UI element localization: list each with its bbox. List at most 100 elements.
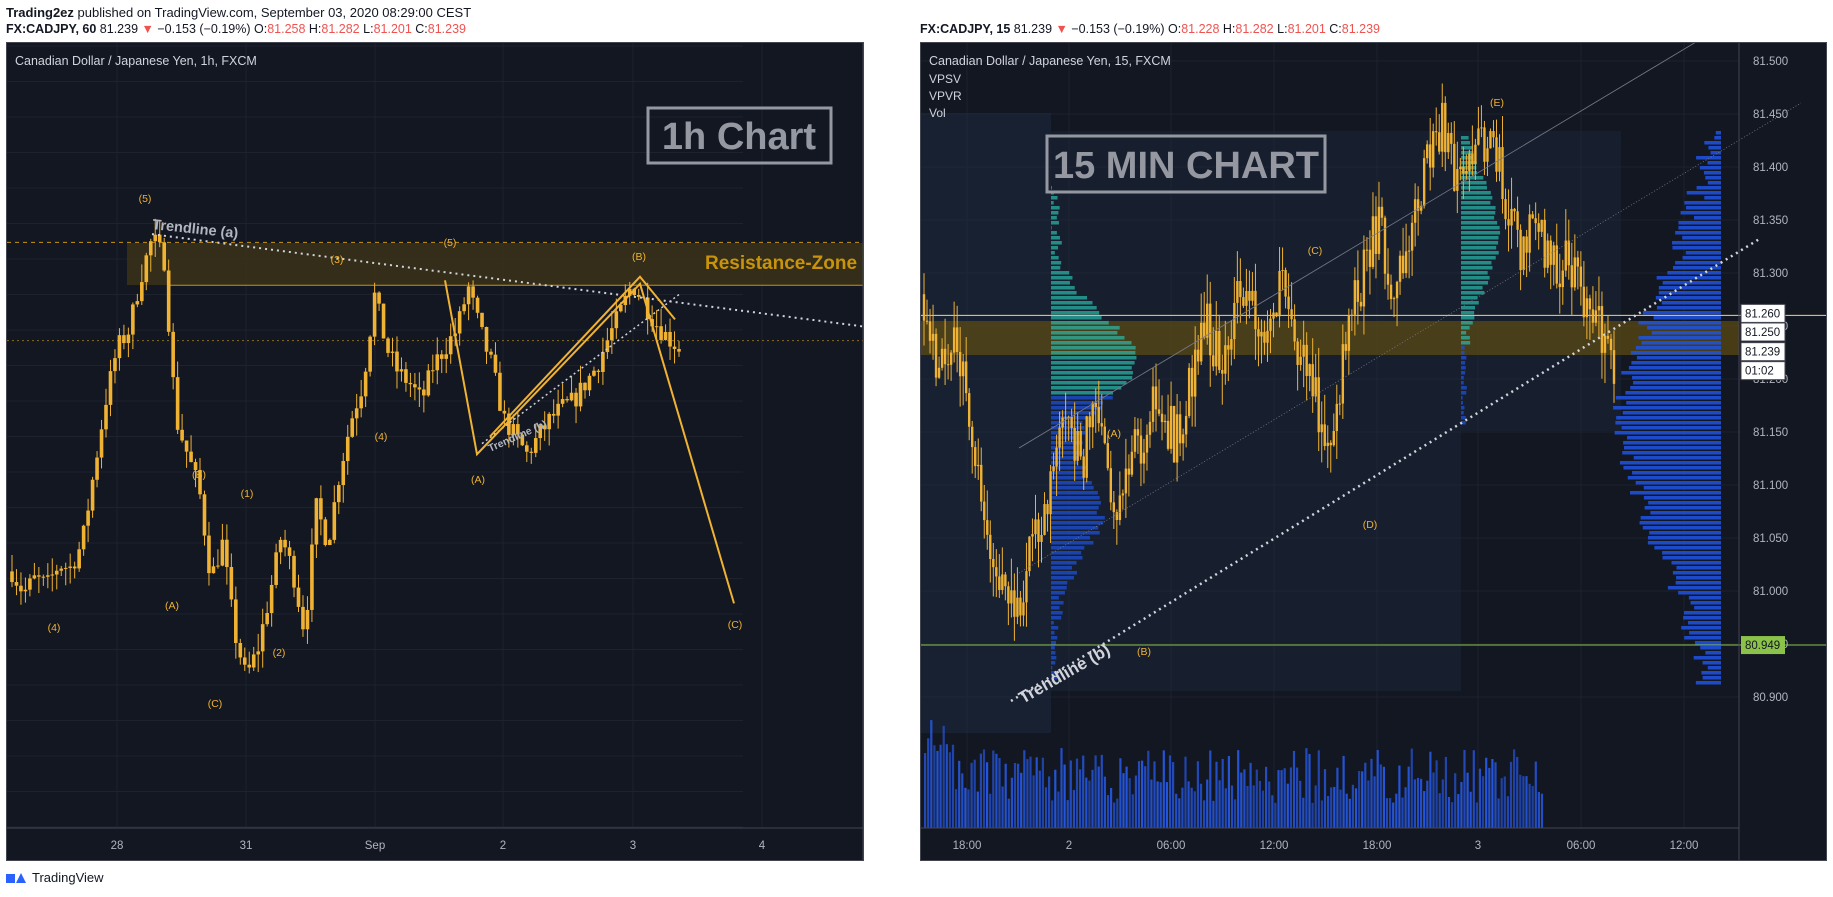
candle-body bbox=[983, 501, 986, 521]
candle-body bbox=[574, 392, 578, 407]
vp-session-bar bbox=[1461, 376, 1464, 380]
candle-body bbox=[1555, 245, 1558, 284]
candle-body bbox=[1609, 338, 1613, 351]
volume-bar bbox=[1113, 802, 1116, 828]
candle-body bbox=[1016, 597, 1019, 617]
vp-session-bar bbox=[1461, 136, 1469, 140]
candle-body bbox=[1371, 216, 1375, 267]
tradingview-logo[interactable]: TradingView bbox=[6, 870, 104, 885]
candle-body bbox=[1248, 290, 1251, 301]
vp-session-bar bbox=[1051, 661, 1056, 665]
vp-session-bar bbox=[1051, 466, 1087, 470]
volume-bar bbox=[1196, 761, 1199, 828]
volume-bar bbox=[1395, 793, 1398, 828]
indicator-vpvr[interactable]: VPVR bbox=[929, 89, 962, 103]
indicator-vol[interactable]: Vol bbox=[929, 106, 946, 120]
candle-body bbox=[1254, 290, 1257, 330]
volume-bar bbox=[1404, 787, 1407, 828]
candle-body bbox=[1441, 102, 1444, 152]
candle-body bbox=[413, 384, 417, 388]
vp-session-bar bbox=[1461, 226, 1500, 230]
vp-bar bbox=[1635, 346, 1721, 350]
candle-body bbox=[1227, 345, 1230, 350]
candle-body bbox=[1474, 144, 1477, 165]
candle-body bbox=[153, 234, 158, 242]
vp-bar bbox=[1647, 536, 1721, 540]
candle-body bbox=[1480, 127, 1483, 129]
candle-body bbox=[493, 354, 498, 373]
indicator-vpsv[interactable]: VPSV bbox=[929, 72, 961, 86]
candle-body bbox=[28, 578, 32, 590]
volume-bar bbox=[1314, 785, 1317, 828]
volume-bar bbox=[1172, 762, 1175, 828]
author-name[interactable]: Trading2ez bbox=[6, 5, 74, 20]
candle-body bbox=[1543, 219, 1546, 268]
candle-body bbox=[381, 303, 386, 339]
time-axis[interactable]: 28 31 Sep 2 3 4 bbox=[111, 840, 766, 852]
vp-session-bar bbox=[1051, 326, 1120, 330]
vp-session-bar bbox=[1051, 346, 1136, 350]
vp-bar bbox=[1662, 556, 1721, 560]
vp-session-bar bbox=[1051, 231, 1057, 235]
candle-body bbox=[1079, 430, 1082, 457]
volume-bar bbox=[1447, 796, 1451, 828]
candle-body bbox=[1028, 536, 1031, 572]
candle-body bbox=[533, 438, 538, 453]
candle-body bbox=[1109, 468, 1113, 503]
candle-body bbox=[1037, 519, 1040, 542]
chart-1h-svg[interactable]: (5)(4)(A)(B)(C)(1)(2)(3)(4)(5)(A)(B)(C) … bbox=[7, 43, 863, 860]
vp-session-bar bbox=[1051, 516, 1105, 520]
candle-body bbox=[301, 606, 305, 630]
price-lines bbox=[921, 314, 1826, 646]
vp-bar bbox=[1704, 141, 1721, 145]
vp-bar bbox=[1619, 461, 1721, 465]
candle-body bbox=[1567, 240, 1571, 266]
volume-bar bbox=[1144, 766, 1147, 828]
vp-session-bar bbox=[1461, 241, 1499, 245]
vp-bar bbox=[1680, 211, 1721, 215]
time-axis[interactable]: 18:00 2 06:00 12:00 18:00 3 06:00 12:00 bbox=[953, 840, 1699, 852]
vp-bar bbox=[1676, 566, 1721, 570]
chart-15m-svg[interactable]: (A) (B) (C) (D) (E) Canadian Dollar / Japane… bbox=[921, 43, 1826, 860]
price-tag: 81.250 bbox=[1745, 327, 1780, 339]
candle-body bbox=[1046, 504, 1049, 515]
volume-bar bbox=[1327, 796, 1330, 828]
candle-body bbox=[1468, 153, 1471, 172]
candle-body bbox=[1453, 143, 1456, 191]
vp-bar bbox=[1654, 546, 1721, 550]
candle-body bbox=[1193, 349, 1197, 397]
price-tick: 81.300 bbox=[1753, 268, 1788, 280]
candles bbox=[10, 218, 681, 674]
candle-body bbox=[1007, 586, 1010, 604]
candle-body bbox=[937, 367, 941, 378]
candle-body bbox=[207, 535, 211, 574]
vp-session-bar bbox=[1051, 396, 1113, 400]
volume-bar bbox=[1516, 756, 1519, 828]
candle-body bbox=[1519, 229, 1522, 271]
wave-label: (A) bbox=[1107, 428, 1121, 440]
vp-bar bbox=[1715, 131, 1721, 135]
candle-body bbox=[1407, 250, 1411, 252]
wave-label: (2) bbox=[273, 647, 286, 659]
down-arrow-icon: ▼ bbox=[1055, 22, 1068, 36]
vp-bar bbox=[1662, 551, 1721, 555]
volume-bar bbox=[1137, 761, 1141, 828]
candle-body bbox=[955, 327, 959, 352]
candle-body bbox=[977, 464, 980, 467]
vp-bar bbox=[1633, 381, 1721, 385]
chart-panel-1h[interactable]: (5) (4) (A) (B) (C) (1) (2) (3) (4) (5) (A) (B) (C) … bbox=[6, 42, 864, 861]
candle-body bbox=[1438, 132, 1441, 152]
vp-bar bbox=[1694, 641, 1721, 645]
candle-body bbox=[1166, 420, 1170, 449]
vp-session-bar bbox=[1461, 306, 1475, 310]
price-tag-bg bbox=[1740, 361, 1786, 381]
candle-body bbox=[1323, 424, 1326, 447]
chart-panel-15m[interactable]: (A) (B) (C) (D) (E) Canadian Dollar / Japane… bbox=[920, 42, 1827, 861]
vp-session-bar bbox=[1051, 246, 1059, 250]
high-value: 81.282 bbox=[321, 22, 360, 36]
candle-body bbox=[971, 426, 974, 448]
vp-session-bar bbox=[1461, 151, 1474, 155]
candle-body bbox=[1495, 137, 1498, 172]
candle-body bbox=[672, 346, 677, 350]
candle-body bbox=[1507, 219, 1510, 226]
